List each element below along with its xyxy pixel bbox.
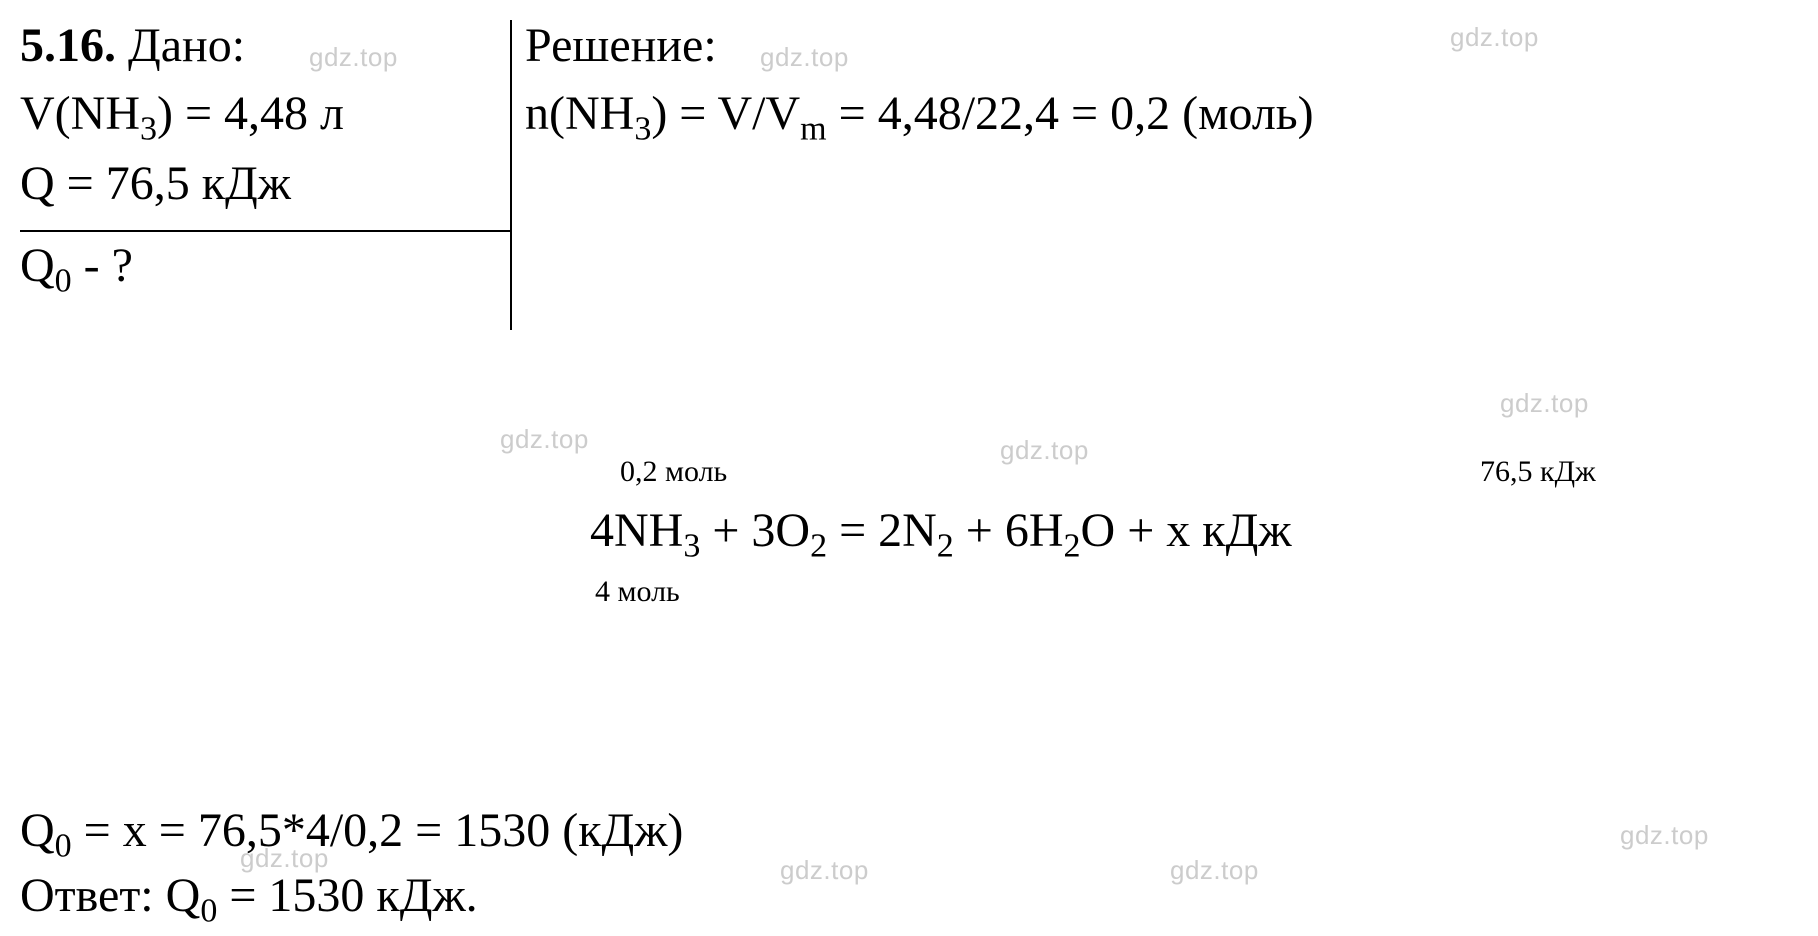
text: = 4,48/22,4 = 0,2 (моль): [827, 87, 1314, 140]
divider-horizontal: [20, 230, 510, 232]
text: n(NH: [525, 87, 634, 140]
given-header: 5.16. Дано:: [20, 20, 245, 73]
watermark: gdz.top: [1500, 388, 1589, 419]
text: + 3O: [700, 504, 810, 557]
eq-annotation-top-right: 76,5 кДж: [1480, 455, 1596, 488]
given-line-1: V(NH3) = 4,48 л: [20, 88, 344, 148]
subscript: 2: [1064, 528, 1081, 565]
subscript: 0: [55, 263, 72, 300]
watermark: gdz.top: [1620, 820, 1709, 851]
watermark: gdz.top: [780, 855, 869, 886]
subscript: 3: [140, 111, 157, 148]
text: Q: [20, 804, 55, 857]
given-label: Дано:: [128, 19, 245, 72]
eq-annotation-top-left: 0,2 моль: [620, 455, 727, 488]
text: 4NH: [590, 504, 683, 557]
divider-vertical: [510, 20, 512, 330]
subscript: 0: [200, 893, 217, 930]
watermark: gdz.top: [1000, 435, 1089, 466]
page-container: gdz.top gdz.top gdz.top gdz.top gdz.top …: [0, 0, 1818, 936]
calc-line: Q0 = x = 76,5*4/0,2 = 1530 (кДж): [20, 805, 683, 865]
text: Q: [20, 239, 55, 292]
subscript: 2: [810, 528, 827, 565]
given-line-2: Q = 76,5 кДж: [20, 158, 291, 211]
problem-number: 5.16.: [20, 19, 116, 72]
watermark: gdz.top: [1170, 855, 1259, 886]
text: = 2N: [827, 504, 937, 557]
watermark: gdz.top: [309, 42, 398, 73]
text: O + x кДж: [1081, 504, 1292, 557]
text: V(NH: [20, 87, 140, 140]
watermark: gdz.top: [760, 42, 849, 73]
text: - ?: [72, 239, 133, 292]
watermark: gdz.top: [1450, 22, 1539, 53]
equation-main: 4NH3 + 3O2 = 2N2 + 6H2O + x кДж: [590, 505, 1292, 565]
text: ) = V/V: [651, 87, 800, 140]
text: ) = 4,48 л: [157, 87, 344, 140]
given-line-3: Q0 - ?: [20, 240, 133, 300]
watermark: gdz.top: [500, 424, 589, 455]
subscript: m: [800, 111, 826, 148]
solution-label: Решение:: [525, 20, 717, 73]
subscript: 3: [683, 528, 700, 565]
text: + 6H: [954, 504, 1064, 557]
answer-line: Ответ: Q0 = 1530 кДж.: [20, 870, 478, 930]
text: Ответ: Q: [20, 869, 200, 922]
subscript: 0: [55, 828, 72, 865]
subscript: 2: [937, 528, 954, 565]
subscript: 3: [634, 111, 651, 148]
text: = 1530 кДж.: [217, 869, 477, 922]
solution-line-1: n(NH3) = V/Vm = 4,48/22,4 = 0,2 (моль): [525, 88, 1314, 148]
eq-annotation-bottom-left: 4 моль: [595, 575, 680, 608]
text: = x = 76,5*4/0,2 = 1530 (кДж): [72, 804, 684, 857]
